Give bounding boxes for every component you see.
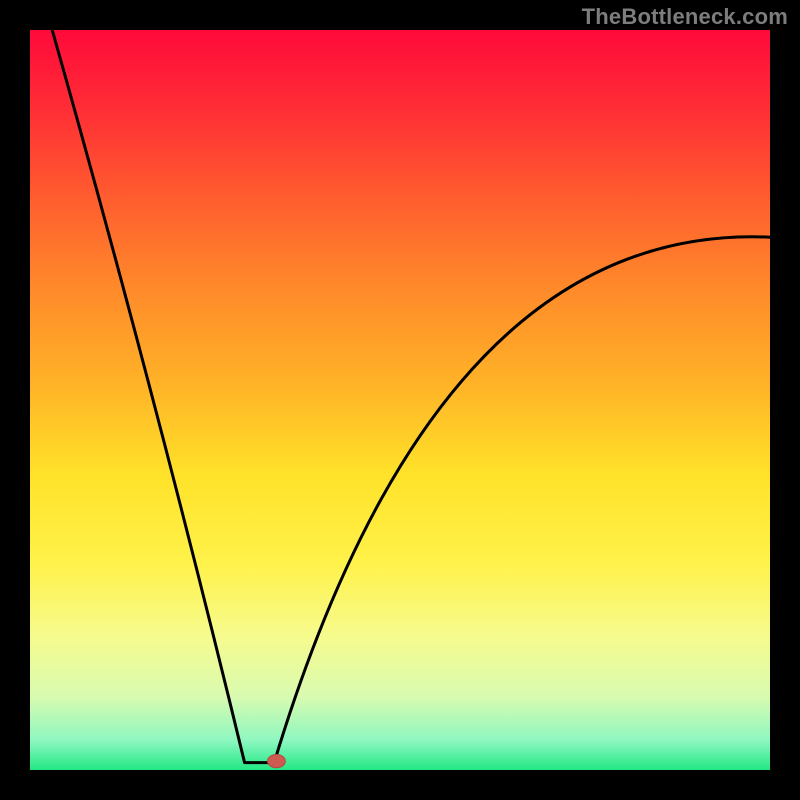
chart-svg [30, 30, 770, 770]
gradient-background [30, 30, 770, 770]
chart-frame: TheBottleneck.com [0, 0, 800, 800]
plot-area [30, 30, 770, 770]
optimum-marker [268, 754, 286, 767]
watermark-text: TheBottleneck.com [582, 4, 788, 30]
